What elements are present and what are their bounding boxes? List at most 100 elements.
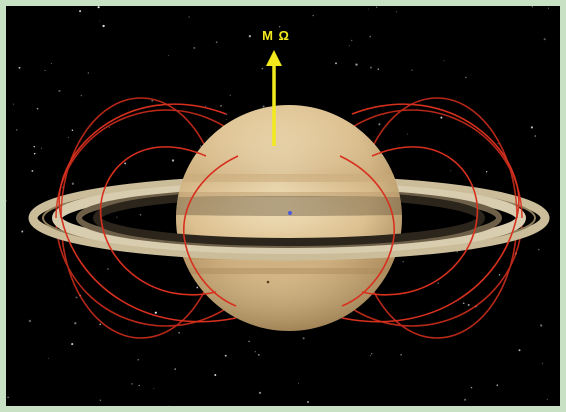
star	[229, 94, 232, 97]
star	[107, 268, 109, 270]
star	[395, 11, 397, 13]
star	[443, 60, 445, 62]
star	[98, 20, 100, 22]
star	[99, 399, 102, 401]
star	[497, 143, 499, 145]
star	[307, 401, 309, 403]
star	[355, 63, 358, 66]
star	[540, 324, 543, 327]
star	[518, 349, 521, 352]
space-scene: M Ω	[6, 6, 560, 406]
star	[154, 311, 157, 314]
star	[538, 249, 540, 251]
star	[348, 45, 350, 47]
star	[402, 261, 404, 263]
star	[33, 146, 35, 148]
star	[370, 66, 372, 69]
star	[437, 282, 439, 284]
star	[335, 62, 337, 65]
star	[67, 136, 69, 138]
star	[496, 384, 499, 386]
star	[224, 354, 227, 357]
star	[257, 354, 260, 356]
star	[50, 62, 52, 65]
star	[254, 350, 257, 353]
star	[74, 322, 77, 325]
field-lines-front	[58, 103, 520, 323]
star	[58, 89, 61, 92]
star	[75, 296, 78, 299]
star	[7, 396, 9, 399]
star	[369, 355, 371, 357]
star	[153, 388, 155, 390]
star	[456, 250, 459, 253]
star	[400, 354, 402, 356]
star	[534, 135, 536, 137]
star	[87, 72, 89, 74]
rings-front	[28, 218, 550, 261]
star	[262, 105, 265, 108]
star	[248, 35, 252, 38]
star	[220, 105, 222, 107]
star	[377, 68, 380, 71]
star	[99, 323, 102, 326]
star	[108, 127, 110, 129]
star	[543, 38, 546, 41]
star	[188, 16, 190, 18]
star	[302, 337, 305, 340]
star	[369, 35, 372, 38]
star	[440, 116, 443, 119]
star	[531, 6, 533, 8]
star	[28, 319, 32, 323]
star	[261, 67, 264, 70]
star	[80, 94, 83, 97]
star	[139, 213, 142, 216]
star	[137, 358, 139, 361]
star	[376, 6, 378, 8]
planet-illustration	[6, 6, 550, 406]
star	[467, 303, 470, 306]
star	[547, 7, 549, 9]
star	[368, 8, 370, 10]
star	[378, 123, 381, 126]
star	[462, 302, 465, 305]
star	[31, 169, 34, 172]
star	[171, 159, 175, 162]
arrow-up-icon	[266, 50, 282, 146]
star	[131, 383, 133, 385]
star	[178, 332, 180, 334]
star	[485, 170, 488, 173]
star	[124, 162, 127, 165]
star	[248, 340, 250, 343]
star	[33, 152, 36, 155]
star	[215, 41, 218, 44]
star	[15, 129, 18, 131]
star	[48, 357, 50, 359]
star	[12, 103, 14, 105]
star	[174, 368, 177, 370]
star	[312, 14, 314, 17]
star	[44, 70, 46, 72]
star	[71, 182, 75, 185]
star	[205, 105, 207, 107]
star	[411, 69, 413, 71]
star	[225, 113, 228, 116]
axis-label: M Ω	[262, 28, 290, 43]
star	[350, 39, 353, 42]
star	[138, 384, 140, 387]
star	[541, 362, 543, 364]
star	[79, 10, 82, 13]
star	[196, 286, 199, 289]
star	[371, 353, 373, 355]
star	[200, 145, 202, 147]
star	[97, 6, 100, 9]
star	[470, 386, 473, 389]
star	[465, 76, 467, 79]
star	[298, 382, 300, 384]
star	[225, 119, 227, 120]
star	[530, 126, 534, 129]
star	[6, 200, 7, 202]
star	[546, 398, 548, 401]
star	[71, 343, 74, 346]
